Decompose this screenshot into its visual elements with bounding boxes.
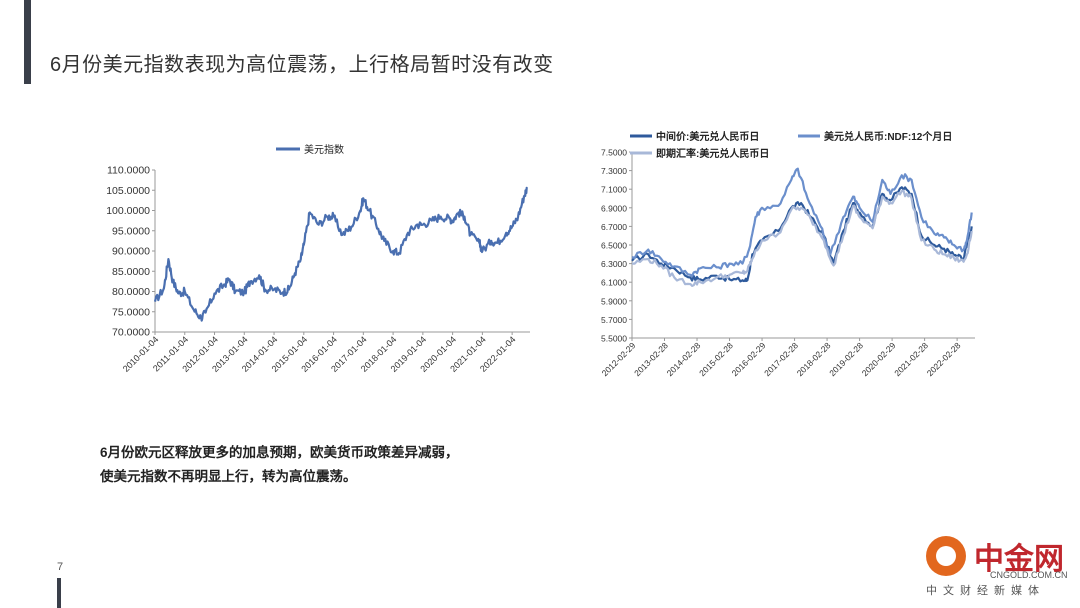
y-tick-label: 7.5000 [601, 148, 627, 158]
x-tick-label: 2013-02-28 [632, 340, 670, 378]
y-tick-label: 7.1000 [601, 185, 627, 195]
summary-line: 6月份欧元区释放更多的加息预期，欧美货币政策差异减弱， [100, 445, 459, 460]
x-tick-label: 2016-02-29 [730, 340, 768, 378]
x-tick-label: 2018-02-28 [795, 340, 833, 378]
y-tick-label: 6.1000 [601, 278, 627, 288]
legend-label: 美元兑人民币:NDF:12个月日 [824, 130, 952, 143]
y-tick-label: 5.9000 [601, 296, 627, 306]
summary-text: 6月份欧元区释放更多的加息预期，欧美货币政策差异减弱， 使美元指数不再明显上行，… [100, 441, 459, 489]
y-tick-label: 6.9000 [601, 203, 627, 213]
y-tick-label: 5.7000 [601, 315, 627, 325]
y-tick-label: 6.3000 [601, 259, 627, 269]
summary-line: 使美元指数不再明显上行，转为高位震荡。 [100, 469, 357, 484]
x-tick-label: 2015-02-28 [697, 340, 735, 378]
legend-label: 即期汇率:美元兑人民币日 [656, 147, 769, 160]
x-tick-label: 2019-02-28 [827, 340, 865, 378]
y-tick-label: 5.5000 [601, 334, 627, 344]
x-tick-label: 2014-02-28 [665, 340, 703, 378]
site-logo: 中金网 CNGOLD.COM.CN 中文财经新媒体 [906, 532, 1076, 602]
x-tick-label: 2020-02-29 [860, 340, 898, 378]
logo-domain: CNGOLD.COM.CN [990, 570, 1068, 580]
y-tick-label: 105.0000 [106, 185, 150, 197]
y-tick-label: 110.0000 [107, 165, 150, 177]
x-tick-label: 2021-02-28 [892, 340, 930, 378]
series-line [631, 167, 973, 278]
logo-tagline: 中文财经新媒体 [926, 585, 1045, 597]
legend-label: 中间价:美元兑人民币日 [656, 130, 759, 143]
y-tick-label: 7.3000 [601, 166, 627, 176]
x-tick-label: 2017-02-28 [762, 340, 800, 378]
series-line [153, 186, 528, 322]
logo-mark-icon [926, 536, 966, 576]
y-tick-label: 85.0000 [112, 266, 150, 278]
y-tick-label: 6.7000 [601, 222, 627, 232]
y-tick-label: 100.0000 [106, 205, 150, 217]
usdcny-chart: 7.5000 7.3000 7.1000 6.9000 6.7000 6.5000 6.30… [600, 130, 975, 378]
y-tick-label: 80.0000 [112, 286, 150, 298]
y-tick-label: 75.0000 [112, 306, 150, 318]
y-tick-label: 95.0000 [112, 225, 150, 237]
page-title: 6月份美元指数表现为高位震荡，上行格局暂时没有改变 [50, 54, 554, 76]
y-tick-label: 6.5000 [601, 241, 627, 251]
x-tick-label: 2012-02-29 [600, 340, 638, 378]
usd-index-chart: 110.0000 105.0000 100.0000 95.0000 90.0000 85… [106, 143, 530, 374]
y-tick-label: 90.0000 [112, 246, 150, 258]
page-number: 7 [57, 561, 64, 573]
series-line [632, 189, 973, 287]
y-tick-label: 70.0000 [112, 327, 150, 339]
logo-name: 中金网 [974, 542, 1064, 577]
title-accent-bar [24, 0, 31, 84]
legend-label: 美元指数 [304, 143, 344, 156]
footer-accent-bar [57, 578, 61, 608]
x-tick-label: 2022-02-28 [925, 340, 963, 378]
